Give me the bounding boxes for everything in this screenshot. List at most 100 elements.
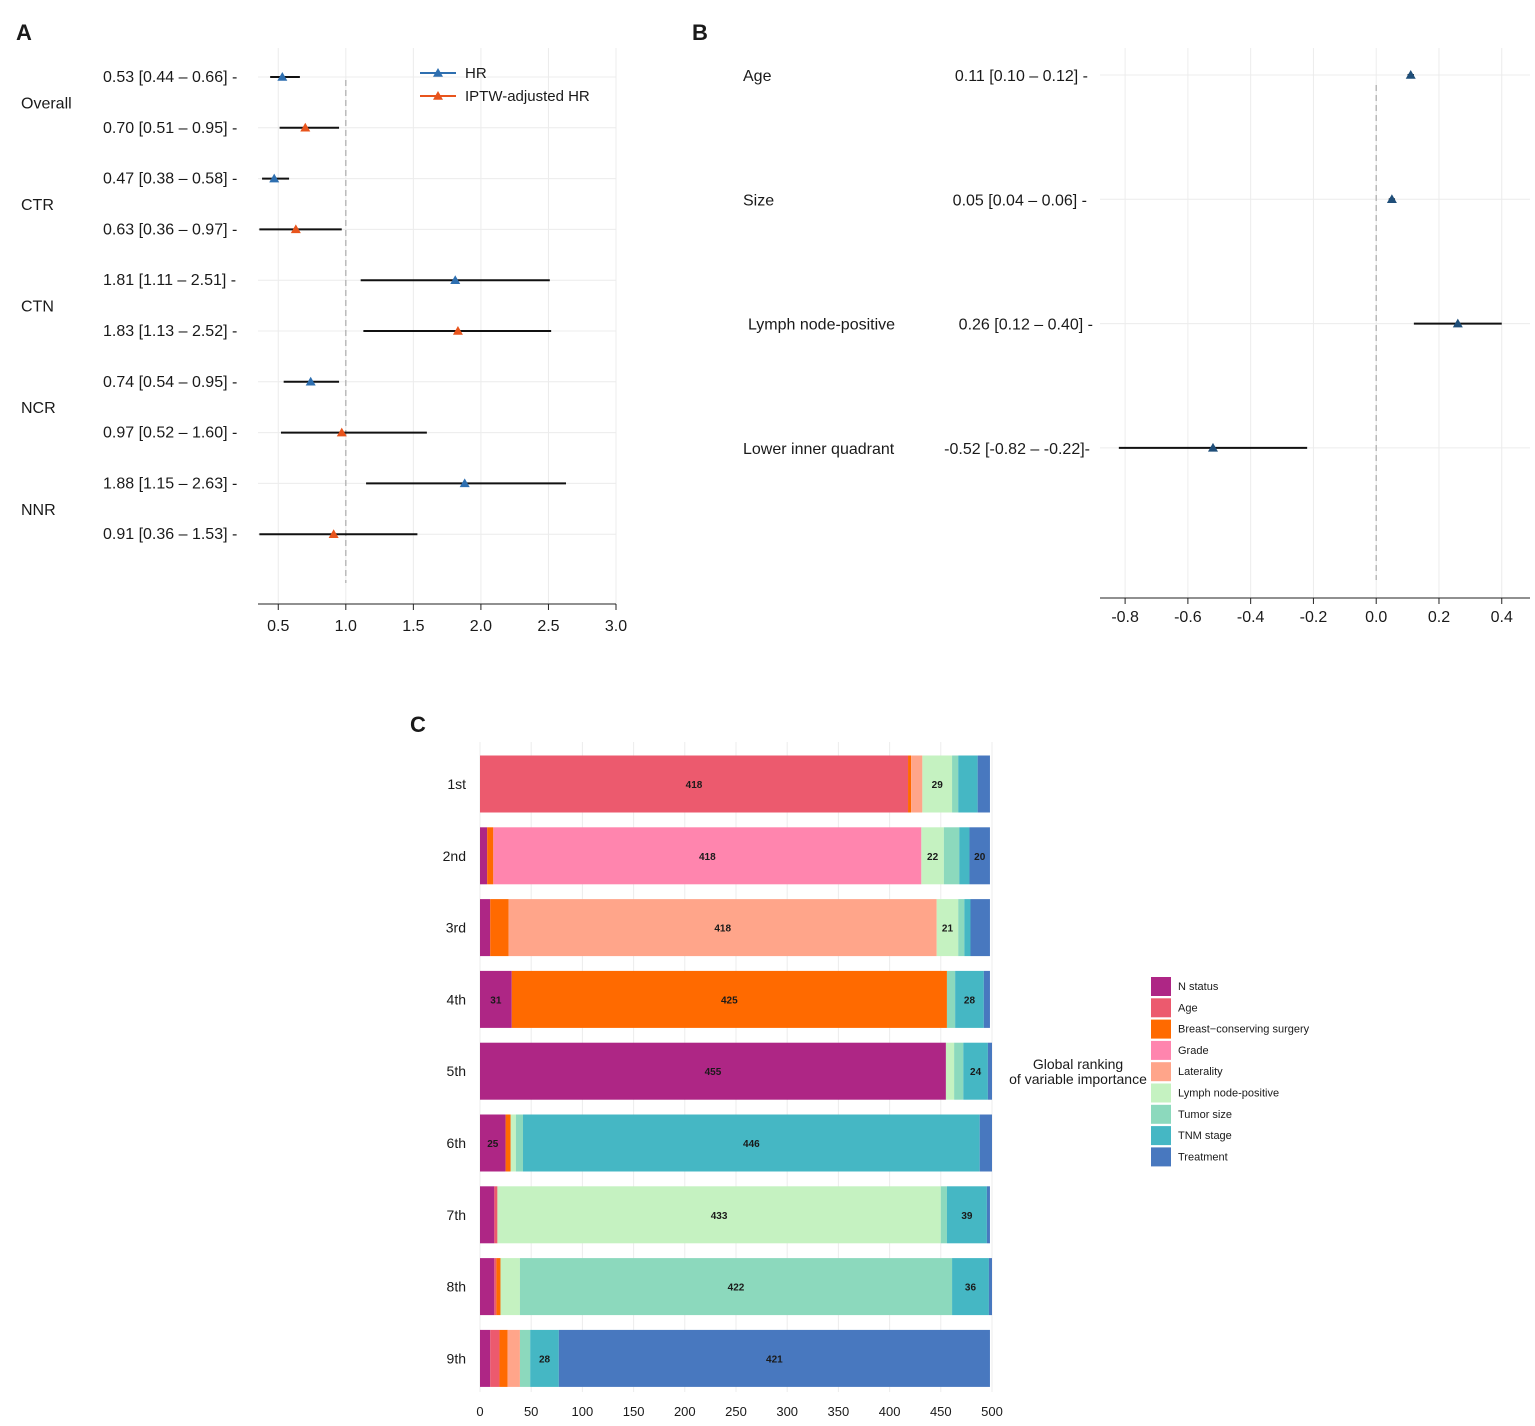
row-estimate-label: 0.91 [0.36 – 1.53] - [103,526,237,543]
segment-value-label: 24 [970,1067,982,1078]
x-tick-label: 400 [879,1404,901,1419]
point-estimate [305,376,316,386]
bar-segment [497,1186,941,1244]
bar-segment [480,899,491,957]
bar-segment [480,970,512,1028]
bar-segment [955,970,984,1028]
segment-value-label: 28 [539,1354,551,1365]
variable-name: Lymph node-positive [748,317,895,334]
legend-entry: Grade [1178,1045,1209,1057]
x-tick-label: 0.2 [1428,609,1450,626]
segment-value-label: 22 [927,852,939,863]
category-label: 6th [447,1135,466,1151]
bar-segment [499,1329,508,1387]
bar-segment [964,899,971,957]
legend-entry: Laterality [1178,1066,1223,1078]
legend-entry: IPTW-adjusted HR [465,88,590,105]
point-estimate [450,275,461,284]
panel-letter-c: C [410,712,426,737]
bar-segment [493,827,922,885]
row-estimate-label: 0.11 [0.10 – 0.12] - [955,68,1088,85]
point-estimate [452,326,463,335]
legend-key-marker [433,91,443,100]
panel-letter-b: B [692,20,708,45]
bar-segment [480,1329,491,1387]
segment-value-label: 418 [699,852,716,863]
x-tick-label: 150 [623,1404,645,1419]
row-estimate-label: -0.52 [-0.82 – -0.22]- [944,441,1090,458]
point-estimate [336,427,347,437]
segment-value-label: 39 [961,1211,973,1222]
x-tick-label: -0.8 [1111,609,1139,626]
bar-segment [480,1258,495,1316]
bar-segment [480,755,909,813]
variable-name: Lower inner quadrant [743,441,895,458]
bar-segment [922,755,953,813]
point-estimate [1386,194,1397,204]
category-label: 4th [447,991,466,1007]
row-estimate-label: 0.74 [0.54 – 0.95] - [103,374,237,391]
point-estimate [300,122,311,132]
bar-segment [959,827,970,885]
point-estimate [1207,442,1218,452]
bar-segment [494,1186,498,1244]
segment-value-label: 421 [766,1354,783,1365]
row-estimate-label: 0.97 [0.52 – 1.60] - [103,425,237,442]
panel-a: A 0.5 1.0 1.5 2.0 2.5 3.0 0.53 [0.44 – 0.66] - 0… [16,20,627,635]
x-tick-label: -0.2 [1300,609,1328,626]
segment-value-label: 20 [974,852,986,863]
legend-swatch [1151,1040,1171,1060]
x-tick-label: 350 [828,1404,850,1419]
bar-segment [963,1042,988,1100]
point-estimate [328,529,339,538]
category-label: 2nd [443,848,466,864]
bar-segment [921,827,944,885]
bar-segment [958,899,965,957]
bar-segment [480,1114,506,1172]
bar-segment [523,1114,980,1172]
point-estimate [277,72,288,81]
bar-segment [952,1258,989,1316]
x-tick-label: 200 [674,1404,696,1419]
legend-entry: Age [1178,1002,1198,1014]
legend-entry: TNM stage [1178,1130,1232,1142]
segment-value-label: 455 [705,1067,722,1078]
x-tick-label: 1.5 [402,618,424,635]
bar-segment [936,899,959,957]
x-tick-label: -0.4 [1237,609,1265,626]
x-tick-label: 2.0 [470,618,492,635]
x-tick-label: 2.5 [537,618,559,635]
row-estimate-label: 1.88 [1.15 – 2.63] - [103,475,237,492]
row-estimate-label: 0.05 [0.04 – 0.06] - [953,192,1087,209]
legend-key-marker [433,68,443,77]
segment-value-label: 36 [965,1283,977,1294]
x-tick-label: 0.5 [267,618,289,635]
panel-b: B -0.8 -0.6 -0.4 -0.2 0.0 0.2 0.4 Age 0.11 [0.10 … [692,20,1530,626]
x-tick-label: 300 [776,1404,798,1419]
bar-segment [494,1258,497,1316]
bar-segment [480,1186,495,1244]
group-label: CTN [21,299,54,316]
variable-name: Age [743,68,772,85]
group-label: Overall [21,95,72,112]
bar-segment [988,1258,992,1316]
legend-entry: N status [1178,981,1219,993]
segment-value-label: 28 [964,995,976,1006]
category-label: 3rd [446,920,466,936]
panel-c: C 0 50 100 150 200 250 300 350 400 450 500 1st 418 29 2… [410,712,1310,1419]
bar-segment [515,1114,524,1172]
point-estimate [1452,318,1463,328]
bar-segment [946,1186,987,1244]
x-tick-label: 450 [930,1404,952,1419]
point-estimate [269,173,280,183]
bar-segment [507,1329,520,1387]
bar-segment [940,1186,947,1244]
bar-segment [505,1114,511,1172]
legend-swatch [1151,977,1171,996]
group-label: CTR [21,197,54,214]
bar-segment [558,1329,990,1387]
variable-name: Size [743,192,774,209]
x-tick-label: 3.0 [605,618,627,635]
legend-swatch [1151,1083,1171,1103]
